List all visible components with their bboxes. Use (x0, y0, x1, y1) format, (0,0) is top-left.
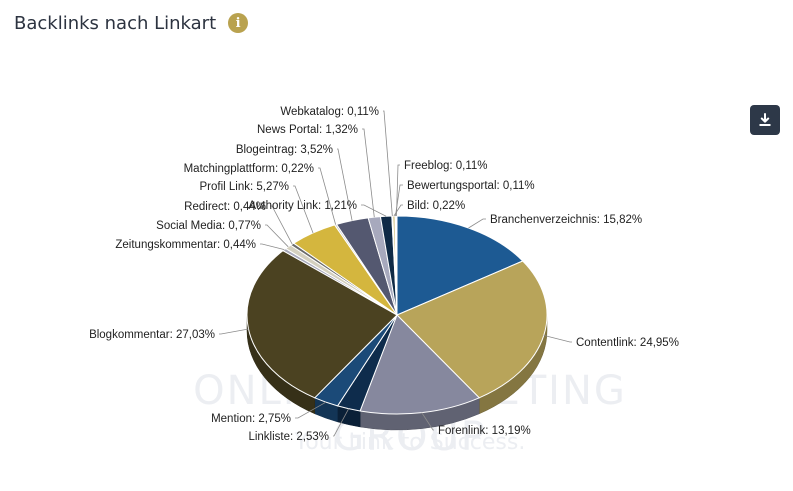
download-button[interactable] (750, 105, 780, 135)
pie-label: Webkatalog: 0,11% (280, 106, 379, 118)
pie-slice-branchenverzeichnis[interactable] (396, 215, 524, 316)
pie-label: News Portal: 1,32% (257, 124, 358, 136)
pie-connector (295, 401, 327, 419)
pie-slice-contentlink[interactable] (396, 260, 548, 399)
pie-connector (362, 128, 375, 218)
page-title: Backlinks nach Linkart (14, 12, 217, 34)
pie-label: Matchingplattform: 0,22% (184, 163, 314, 175)
pie-label: Blogkommentar: 27,03% (89, 329, 215, 341)
pie-label: Bild: 0,22% (407, 200, 465, 212)
pie-connector (333, 408, 350, 437)
pie-label: Contentlink: 24,95% (576, 337, 679, 349)
pie-label: Authority Link: 1,21% (248, 200, 357, 212)
pie-connector (260, 243, 285, 251)
pie-label: Linkliste: 2,53% (248, 431, 329, 443)
pie-connector (396, 164, 400, 217)
pie-slice-forenlink[interactable] (359, 314, 481, 415)
pie-label: Redirect: 0,44% (184, 201, 266, 213)
pie-label: Social Media: 0,77% (156, 220, 261, 232)
chart-header: Backlinks nach Linkart i (14, 10, 249, 36)
pie-connector (393, 204, 403, 217)
pie-connector (318, 167, 337, 225)
pie-label: Mention: 2,75% (211, 413, 291, 425)
pie-sides (246, 314, 548, 431)
pie-connector (270, 205, 293, 245)
pie-label: Bewertungsportal: 0,11% (407, 180, 535, 192)
pie-connector (361, 204, 387, 217)
pie-slice-blogkommentar[interactable] (246, 250, 398, 399)
pie-label: Branchenverzeichnis: 15,82% (490, 214, 642, 226)
pie-label: Profil Link: 5,27% (200, 181, 290, 193)
pie-connector (293, 185, 314, 234)
pie-label: Forenlink: 13,19% (438, 425, 531, 437)
pie-label: Zeitungskommentar: 0,44% (115, 239, 256, 251)
pie-top (246, 215, 548, 415)
pie-label: Blogeintrag: 3,52% (236, 144, 333, 156)
info-icon[interactable]: i (228, 13, 249, 33)
pie-connector (337, 148, 353, 221)
pie-labels: Branchenverzeichnis: 15,82% Contentlink: … (89, 106, 679, 443)
download-icon (759, 113, 771, 126)
pie-connector (543, 334, 572, 343)
pie-connector (468, 218, 486, 229)
pie-connector (265, 224, 289, 248)
pie-connectors (219, 110, 572, 437)
pie-connector (219, 328, 249, 335)
pie-connector (421, 412, 434, 431)
pie-label: Freeblog: 0,11% (404, 160, 488, 172)
pie-connector (383, 110, 393, 217)
